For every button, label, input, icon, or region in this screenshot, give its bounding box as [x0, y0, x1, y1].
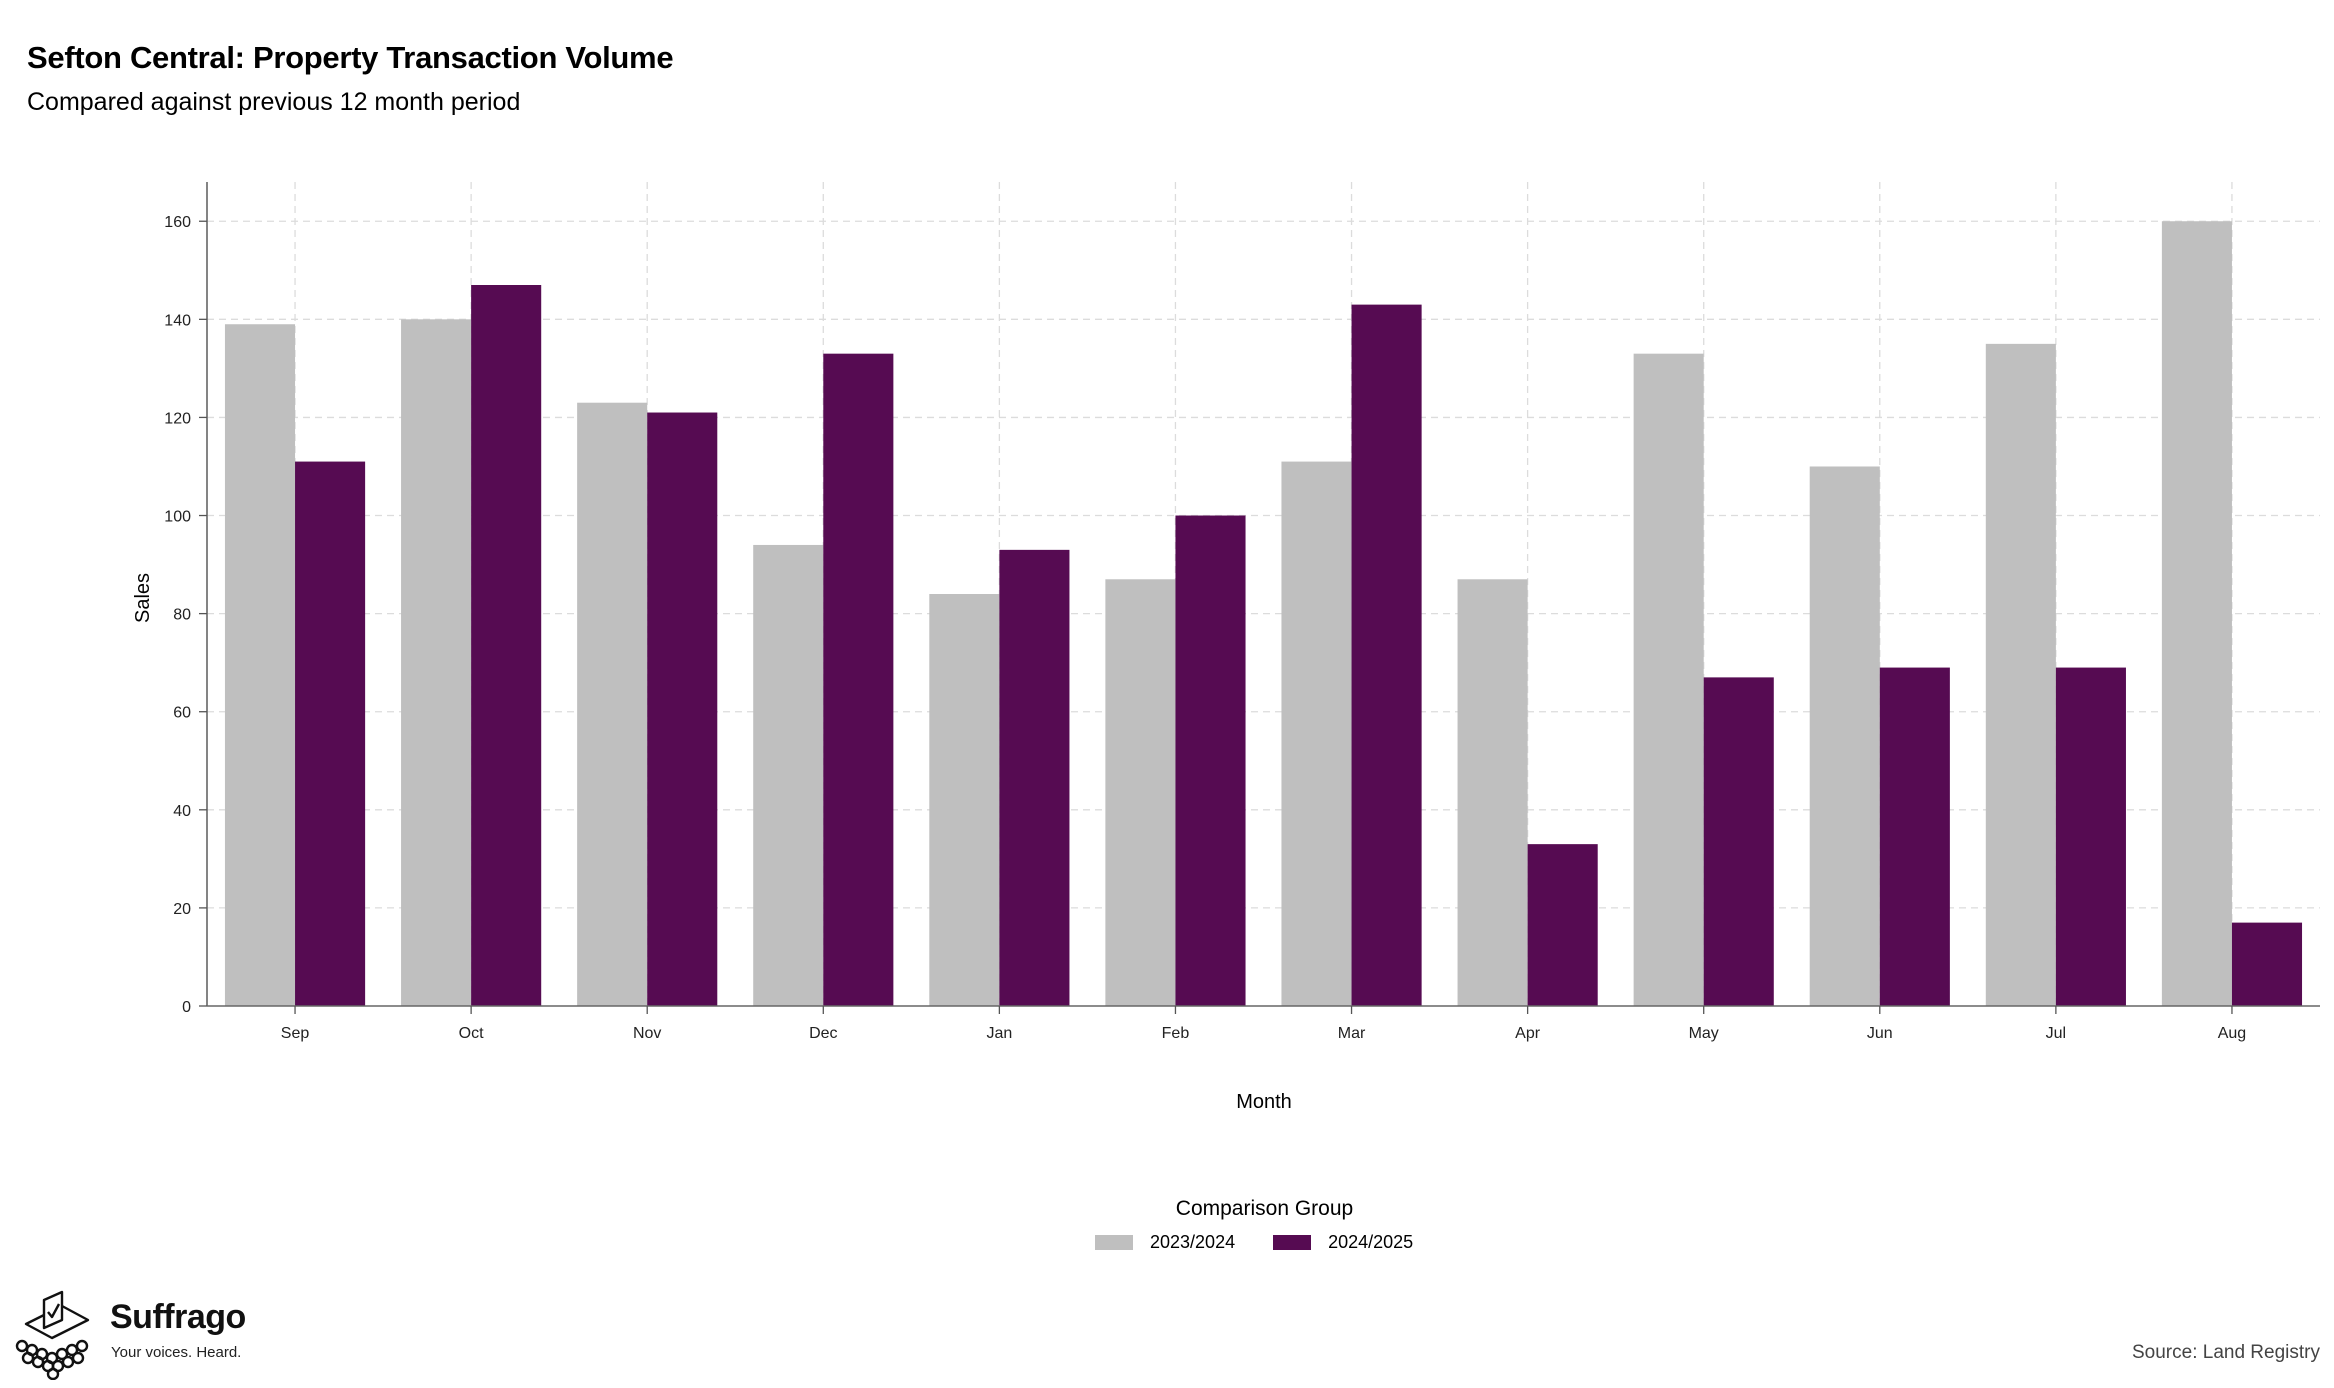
x-tick-label: Mar	[1338, 1025, 1366, 1042]
bar-2024-2025-jul	[2055, 667, 2126, 1006]
x-tick-label: Jul	[2046, 1025, 2066, 1042]
bar-2023-2024-may	[1633, 353, 1704, 1007]
x-tick-label: Aug	[2218, 1025, 2246, 1042]
legend-item-2024-2025: 2024/2025	[1273, 1232, 1413, 1253]
chart-title: Sefton Central: Property Transaction Vol…	[27, 40, 674, 75]
bar-2023-2024-jun	[1809, 466, 1880, 1006]
x-tick-label: Jan	[986, 1025, 1012, 1042]
bar-2023-2024-sep	[224, 324, 296, 1006]
brand-logo: Suffrago Your voices. Heard.	[14, 1290, 274, 1381]
y-tick-label: 40	[173, 803, 191, 820]
bar-2024-2025-nov	[647, 412, 718, 1006]
bar-2024-2025-apr	[1527, 844, 1598, 1006]
legend-item-2023-2024: 2023/2024	[1095, 1232, 1235, 1253]
bar-2023-2024-dec	[753, 544, 824, 1006]
bar-2024-2025-jan	[999, 549, 1070, 1006]
legend-swatch-2024-2025	[1273, 1235, 1312, 1250]
x-tick-label: Jun	[1867, 1025, 1893, 1042]
legend-swatch-2023-2024	[1095, 1235, 1133, 1250]
bar-chart: 0 20 40 60 80 100 120 140 160 Sep Oct Nov Dec Jan Feb…	[132, 182, 2320, 1113]
x-axis-title: Month	[1236, 1091, 1292, 1113]
legend-label-2024-2025: 2024/2025	[1328, 1232, 1414, 1252]
bar-2023-2024-oct	[401, 319, 472, 1006]
y-tick-label: 0	[182, 999, 191, 1016]
y-tick-label: 100	[164, 509, 191, 526]
y-axis-title: Sales	[132, 573, 154, 623]
x-tick-label: Oct	[459, 1025, 484, 1042]
bar-2023-2024-jan	[929, 594, 1000, 1006]
x-tick-label: Feb	[1162, 1025, 1190, 1042]
brand-name: Suffrago	[110, 1298, 246, 1336]
x-tick-label: May	[1689, 1025, 1719, 1042]
bar-2024-2025-feb	[1175, 515, 1246, 1006]
bar-2023-2024-mar	[1281, 461, 1352, 1007]
x-tick-label: Dec	[809, 1025, 837, 1042]
x-tick-label: Nov	[633, 1025, 661, 1042]
y-tick-label: 140	[164, 312, 191, 329]
brand-tagline: Your voices. Heard.	[111, 1344, 242, 1361]
chart-subtitle: Compared against previous 12 month perio…	[27, 88, 521, 116]
bar-2024-2025-jun	[1879, 667, 1950, 1006]
y-tick-label: 20	[173, 901, 191, 918]
legend: Comparison Group 2023/2024 2024/2025	[0, 1197, 2334, 1252]
bar-2024-2025-oct	[471, 285, 542, 1006]
x-axis-ticks: Sep Oct Nov Dec Jan Feb Mar Apr May Jun Jul Aug	[281, 1006, 2246, 1042]
y-tick-label: 80	[173, 607, 191, 624]
bar-2024-2025-dec	[823, 353, 894, 1007]
bar-2023-2024-nov	[577, 402, 648, 1006]
bar-2024-2025-aug	[2231, 922, 2303, 1006]
y-tick-label: 60	[173, 705, 191, 722]
source-note: Source: Land Registry	[2132, 1342, 2320, 1363]
y-axis-ticks: 0 20 40 60 80 100 120 140 160	[164, 214, 207, 1016]
legend-label-2023-2024: 2023/2024	[1150, 1232, 1236, 1252]
ballot-box-icon	[15, 1290, 90, 1381]
y-tick-label: 160	[164, 214, 191, 231]
x-tick-label: Sep	[281, 1025, 310, 1042]
bar-2023-2024-apr	[1457, 579, 1528, 1006]
bars	[224, 221, 2303, 1007]
bar-2024-2025-mar	[1351, 304, 1422, 1007]
bar-2024-2025-sep	[295, 461, 366, 1007]
y-tick-label: 120	[164, 410, 191, 427]
bar-2024-2025-may	[1703, 677, 1774, 1006]
legend-items: 2023/2024 2024/2025	[1095, 1232, 1451, 1253]
legend-title: Comparison Group	[1175, 1197, 1354, 1220]
bar-2023-2024-feb	[1105, 579, 1176, 1006]
bar-2023-2024-jul	[1985, 343, 2056, 1006]
x-tick-label: Apr	[1515, 1025, 1541, 1042]
bar-2023-2024-aug	[2161, 221, 2232, 1006]
